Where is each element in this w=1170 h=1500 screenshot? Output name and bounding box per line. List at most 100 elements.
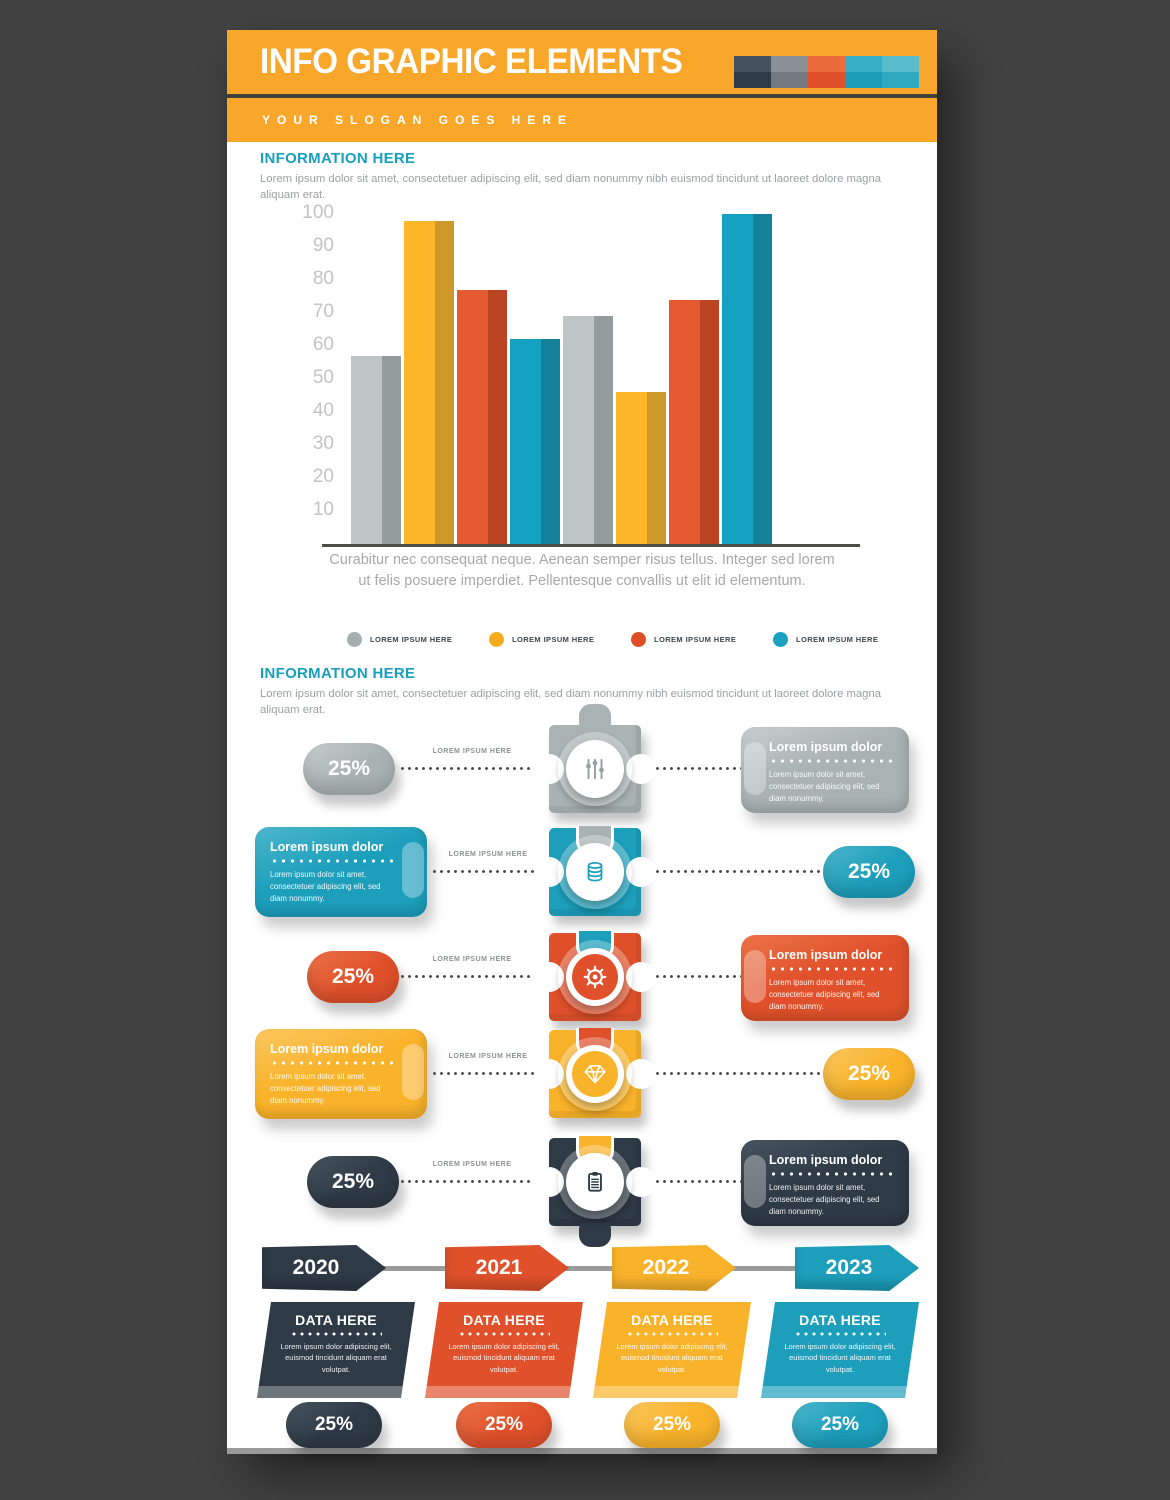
puzzle-notch — [626, 857, 656, 887]
dotted-connector — [399, 1180, 545, 1183]
y-axis-tick: 20 — [312, 466, 334, 487]
puzzle-notch — [626, 1059, 656, 1089]
card-strip — [257, 1386, 415, 1398]
y-axis: 100 90 80 70 60 50 40 30 20 10 — [260, 202, 340, 544]
puzzle-piece — [534, 931, 656, 1021]
puzzle-tab — [579, 704, 611, 728]
y-axis-tick: 100 — [302, 202, 334, 223]
data-card: DATA HERE Lorem ipsum dolor adipiscing e… — [761, 1302, 919, 1398]
legend-item: LOREM IPSUM HERE — [489, 632, 631, 647]
data-card-title: DATA HERE — [463, 1312, 545, 1328]
percent-pill: 25% — [823, 1048, 915, 1100]
chart-legend: LOREM IPSUM HERE LOREM IPSUM HERE LOREM … — [347, 632, 915, 647]
card-strip — [761, 1386, 919, 1398]
dotted-connector — [431, 870, 545, 873]
card-title: Lorem ipsum dolor — [270, 1042, 384, 1056]
legend-label: LOREM IPSUM HERE — [796, 635, 879, 644]
dots-separator — [290, 1332, 382, 1336]
dotted-connector — [647, 975, 741, 978]
data-card-title: DATA HERE — [799, 1312, 881, 1328]
card-accent — [402, 842, 424, 899]
y-axis-tick: 90 — [312, 235, 334, 256]
color-swatch — [845, 56, 882, 88]
diamond-icon — [572, 1051, 618, 1097]
bar — [722, 214, 772, 544]
bar — [510, 339, 560, 544]
medallion — [558, 1037, 632, 1111]
bar — [404, 220, 454, 544]
card-accent — [744, 741, 766, 795]
puzzle-piece — [534, 826, 656, 916]
percent-pill: 25% — [823, 846, 915, 898]
content: INFORMATION HERE Lorem ipsum dolor sit a… — [227, 142, 937, 1448]
data-card-title: DATA HERE — [631, 1312, 713, 1328]
legend-dot-icon — [347, 632, 362, 647]
slogan: YOUR SLOGAN GOES HERE — [227, 98, 937, 142]
card-body: Lorem ipsum dolor sit amet, consectetuer… — [270, 1072, 381, 1106]
legend-label: LOREM IPSUM HERE — [370, 635, 453, 644]
card-accent — [744, 949, 766, 1003]
color-swatch — [771, 56, 808, 88]
card-title: Lorem ipsum dolor — [270, 840, 384, 854]
y-axis-tick: 70 — [312, 301, 334, 322]
connector-label: LOREM IPSUM HERE — [432, 1161, 512, 1168]
dotted-connector — [431, 1072, 545, 1075]
card-body: Lorem ipsum dolor sit amet, consectetuer… — [769, 770, 880, 804]
info-card: Lorem ipsum dolor Lorem ipsum dolor sit … — [741, 1140, 909, 1226]
puzzle-notch — [534, 1167, 564, 1197]
info-card: Lorem ipsum dolor Lorem ipsum dolor sit … — [255, 827, 427, 917]
legend-dot-icon — [489, 632, 504, 647]
data-card-body: Lorem ipsum dolor adipiscing elit, euism… — [280, 1342, 392, 1374]
puzzle-notch — [534, 962, 564, 992]
bar — [563, 316, 613, 544]
connector-label: LOREM IPSUM HERE — [448, 1053, 528, 1060]
percent-pill: 25% — [307, 951, 399, 1003]
section2-body: Lorem ipsum dolor sit amet, consectetuer… — [260, 688, 882, 716]
card-body: Lorem ipsum dolor sit amet, consectetuer… — [769, 978, 880, 1012]
page-title: INFO GRAPHIC ELEMENTS — [260, 42, 683, 81]
card-strip — [593, 1386, 751, 1398]
data-card-body: Lorem ipsum dolor adipiscing elit, euism… — [448, 1342, 560, 1374]
info-card: Lorem ipsum dolor Lorem ipsum dolor sit … — [741, 727, 909, 813]
data-card: DATA HERE Lorem ipsum dolor adipiscing e… — [593, 1302, 751, 1398]
bar — [457, 289, 507, 544]
color-swatches — [734, 56, 919, 88]
y-axis-tick: 60 — [312, 334, 334, 355]
card-title: Lorem ipsum dolor — [769, 948, 883, 962]
legend-label: LOREM IPSUM HERE — [654, 635, 737, 644]
dots-separator — [769, 967, 897, 971]
year-tag: 2023 — [795, 1245, 919, 1291]
dotted-connector — [647, 1180, 741, 1183]
legend-label: LOREM IPSUM HERE — [512, 635, 595, 644]
card-body: Lorem ipsum dolor sit amet, consectetuer… — [270, 870, 381, 904]
header-divider — [227, 94, 937, 98]
dotted-connector — [647, 767, 741, 770]
section1-heading: INFORMATION HERE — [260, 150, 416, 167]
puzzle-notch — [534, 1059, 564, 1089]
color-swatch — [882, 56, 919, 88]
medallion — [558, 940, 632, 1014]
sliders-icon — [572, 746, 618, 792]
section2-heading: INFORMATION HERE — [260, 665, 416, 682]
puzzle-piece — [534, 704, 656, 813]
chart-caption: Curabitur nec consequat neque. Aenean se… — [329, 552, 835, 590]
year-connector-line — [317, 1266, 877, 1271]
dotted-connector — [647, 1072, 821, 1075]
color-swatch — [734, 56, 771, 88]
puzzle-notch — [534, 754, 564, 784]
medallion — [558, 835, 632, 909]
medallion — [558, 732, 632, 806]
dotted-connector — [399, 975, 545, 978]
year-tag: 2020 — [262, 1245, 386, 1291]
dots-separator — [270, 1061, 399, 1065]
coins-icon — [572, 849, 618, 895]
y-axis-tick: 50 — [312, 367, 334, 388]
percent-pill: 25% — [286, 1402, 382, 1448]
connector-label: LOREM IPSUM HERE — [432, 748, 512, 755]
puzzle-piece — [534, 1028, 656, 1118]
gear-icon — [572, 954, 618, 1000]
legend-dot-icon — [773, 632, 788, 647]
puzzle-piece — [534, 1136, 656, 1247]
card-body: Lorem ipsum dolor sit amet, consectetuer… — [769, 1183, 880, 1217]
percent-pill: 25% — [303, 743, 395, 795]
